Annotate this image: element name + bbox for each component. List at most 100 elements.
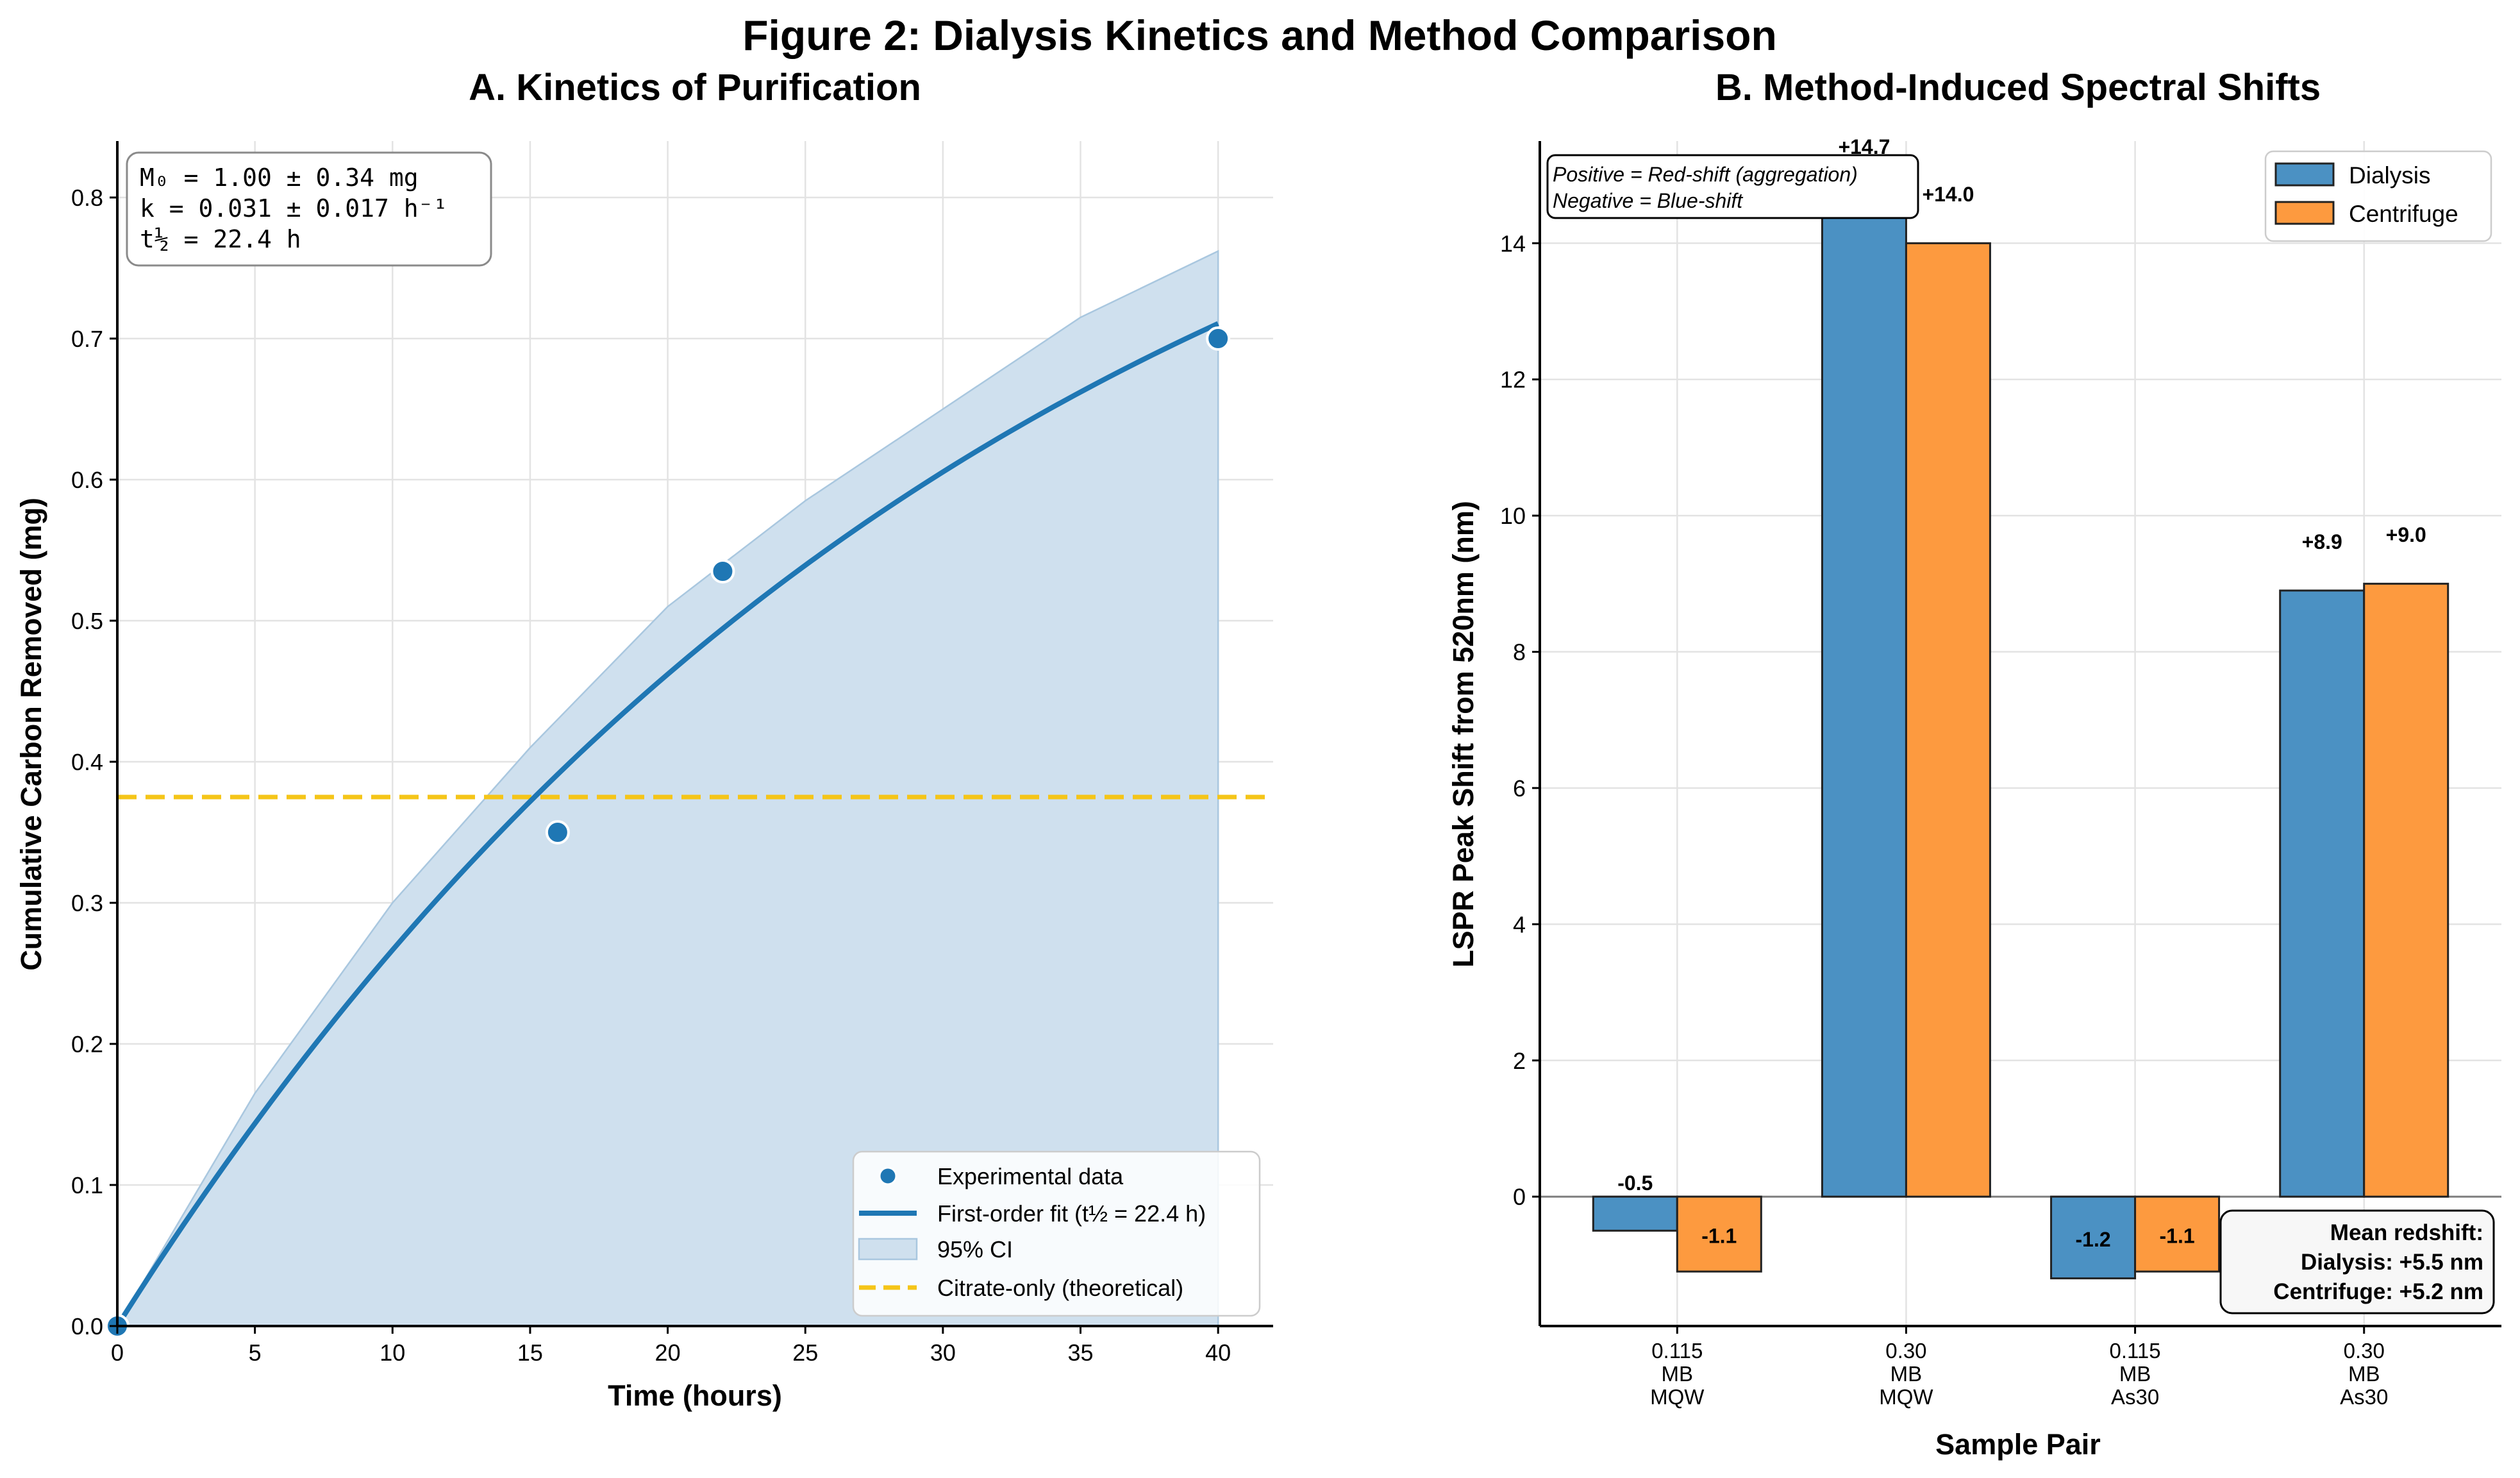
legend-experimental-label: Experimental data — [937, 1163, 1124, 1189]
bar-centrifuge-1 — [1905, 242, 1991, 1198]
legend-citrate-label: Citrate-only (theoretical) — [937, 1275, 1183, 1301]
bar-dialysis-0 — [1592, 1195, 1678, 1232]
y-tick-label-1: 0.1 — [71, 1172, 103, 1198]
category-label-1-0: 0.30 — [1885, 1339, 1926, 1363]
bar-label-dialysis-3: +8.9 — [2302, 530, 2342, 553]
y-tick-label-3: 0.3 — [71, 890, 103, 916]
panel-a-legend: Experimental data First-order fit (t½ = … — [852, 1150, 1261, 1317]
panel-a-xticks: 0 5 10 15 20 25 30 35 40 — [111, 1326, 1231, 1366]
fit-param-k: k = 0.031 ± 0.017 h⁻¹ — [140, 194, 447, 223]
legend-dialysis-patch — [2274, 162, 2335, 187]
fit-parameters-box: M₀ = 1.00 ± 0.34 mg k = 0.031 ± 0.017 h⁻… — [126, 151, 492, 267]
y-tick-label-6: 0.6 — [71, 467, 103, 493]
x-tick-label-1: 5 — [249, 1339, 262, 1366]
b-y-tick-label-5: 10 — [1500, 503, 1526, 529]
panel-b-yticks: 0 2 4 6 8 10 12 14 — [1500, 230, 1540, 1210]
legend-fit-label: First-order fit (t½ = 22.4 h) — [937, 1200, 1206, 1227]
b-y-tick-label-1: 2 — [1513, 1048, 1526, 1074]
panel-b: B. Method-Induced Spectral Shifts -0.5 +1… — [1447, 67, 2501, 1461]
fit-parameters-frame — [126, 151, 492, 267]
bar-label-centrifuge-1: +14.0 — [1922, 183, 1974, 206]
bar-dialysis-1 — [1821, 194, 1907, 1198]
category-label-3-0: 0.30 — [2344, 1339, 2385, 1363]
legend-centrifuge-patch — [2274, 201, 2335, 225]
mean-redshift-box: Mean redshift: Dialysis: +5.5 nm Centrif… — [2219, 1209, 2495, 1314]
category-label-0-1: MB — [1662, 1362, 1694, 1386]
x-tick-label-8: 40 — [1205, 1339, 1231, 1366]
x-tick-label-7: 35 — [1067, 1339, 1093, 1366]
panel-a: A. Kinetics of Purification 0 5 10 15 20 25 30… — [15, 67, 1273, 1412]
mean-redshift-centrifuge: Centrifuge: +5.2 nm — [2273, 1279, 2483, 1304]
category-label-0-0: 0.115 — [1651, 1339, 1703, 1363]
y-tick-label-2: 0.2 — [71, 1031, 103, 1057]
data-point-3 — [1206, 326, 1231, 351]
shift-note-negative: Negative = Blue-shift — [1553, 189, 1743, 212]
panel-a-legend-frame — [852, 1150, 1261, 1317]
figure-title: Figure 2: Dialysis Kinetics and Method C… — [742, 12, 1777, 59]
y-tick-label-7: 0.7 — [71, 326, 103, 352]
fit-curve — [115, 321, 1219, 1328]
legend-ci-label: 95% CI — [937, 1236, 1013, 1263]
b-y-tick-label-4: 8 — [1513, 639, 1526, 666]
bar-label-centrifuge-2: -1.1 — [2160, 1225, 2195, 1248]
legend-ci-patch — [858, 1238, 918, 1261]
b-y-tick-label-6: 12 — [1500, 367, 1526, 393]
b-y-tick-label-0: 0 — [1513, 1184, 1526, 1210]
bar-centrifuge-0 — [1676, 1195, 1762, 1273]
mean-redshift-frame — [2219, 1209, 2495, 1314]
legend-experimental-marker — [878, 1166, 897, 1186]
category-label-2-0: 0.115 — [2110, 1339, 2161, 1363]
y-tick-label-4: 0.4 — [71, 749, 103, 775]
category-label-0-2: MQW — [1650, 1385, 1705, 1409]
bar-dialysis-3 — [2279, 589, 2366, 1198]
fit-param-halflife: t½ = 22.4 h — [140, 225, 301, 253]
mean-redshift-dialysis: Dialysis: +5.5 nm — [2301, 1250, 2483, 1275]
category-label-1-2: MQW — [1879, 1385, 1933, 1409]
legend-centrifuge-label: Centrifuge — [2349, 201, 2458, 227]
panel-b-title: B. Method-Induced Spectral Shifts — [1715, 67, 2321, 108]
shift-note-frame — [1546, 154, 1919, 219]
bar-label-dialysis-2: -1.2 — [2076, 1228, 2111, 1251]
panel-a-xlabel: Time (hours) — [608, 1379, 782, 1412]
panel-a-title: A. Kinetics of Purification — [469, 67, 921, 108]
bar-centrifuge-2 — [2134, 1195, 2221, 1273]
x-tick-label-0: 0 — [111, 1339, 124, 1366]
category-label-2-2: As30 — [2111, 1385, 2159, 1409]
panel-b-ylabel: LSPR Peak Shift from 520nm (nm) — [1447, 501, 1480, 968]
shift-note-positive: Positive = Red-shift (aggregation) — [1553, 163, 1858, 186]
y-tick-label-0: 0.0 — [71, 1313, 103, 1339]
bar-value-labels: -0.5+14.7-1.2+8.9-1.1+14.0-1.1+9.0 — [1617, 135, 2426, 1251]
x-tick-label-2: 10 — [380, 1339, 405, 1366]
bar-label-centrifuge-3: +9.0 — [2386, 523, 2426, 546]
x-tick-label-4: 20 — [655, 1339, 681, 1366]
x-tick-label-5: 25 — [792, 1339, 818, 1366]
x-tick-label-6: 30 — [930, 1339, 956, 1366]
fit-param-m0: M₀ = 1.00 ± 0.34 mg — [140, 164, 419, 192]
panel-b-xlabel: Sample Pair — [1935, 1428, 2101, 1461]
b-y-tick-label-3: 6 — [1513, 775, 1526, 802]
y-tick-label-5: 0.5 — [71, 608, 103, 634]
category-label-3-1: MB — [2348, 1362, 2380, 1386]
bar-label-centrifuge-0: -1.1 — [1701, 1225, 1737, 1248]
shift-note-box: Positive = Red-shift (aggregation) Negat… — [1546, 154, 1919, 219]
b-y-tick-label-2: 4 — [1513, 911, 1526, 937]
panel-a-ylabel: Cumulative Carbon Removed (mg) — [15, 498, 47, 971]
bar-dialysis-2 — [2050, 1195, 2137, 1280]
legend-dialysis-label: Dialysis — [2349, 162, 2430, 189]
b-y-tick-label-7: 14 — [1500, 230, 1526, 256]
category-label-3-2: As30 — [2340, 1385, 2388, 1409]
data-point-1 — [545, 820, 570, 844]
bar-centrifuge-3 — [2363, 582, 2449, 1198]
mean-redshift-title: Mean redshift: — [2330, 1220, 2483, 1245]
category-label-2-1: MB — [2119, 1362, 2151, 1386]
panel-b-legend: Dialysis Centrifuge — [2264, 150, 2492, 242]
panel-a-yticks: 0.0 0.1 0.2 0.3 0.4 0.5 0.6 0.7 0.8 — [71, 185, 117, 1339]
data-point-2 — [710, 559, 735, 584]
x-tick-label-3: 15 — [517, 1339, 543, 1366]
category-label-1-1: MB — [1890, 1362, 1923, 1386]
panel-b-axes — [1539, 141, 2501, 1327]
y-tick-label-8: 0.8 — [71, 185, 103, 211]
ci-band — [115, 249, 1219, 1327]
